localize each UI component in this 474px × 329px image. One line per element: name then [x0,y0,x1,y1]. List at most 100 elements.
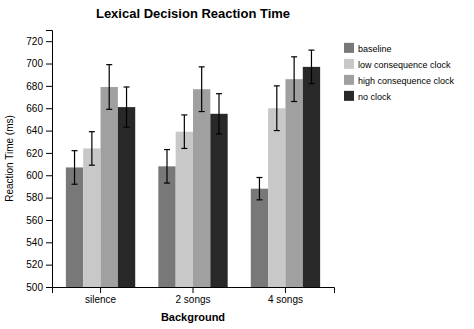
y-tick: 700 [26,58,52,69]
legend-label: no clock [358,92,392,102]
error-cap [164,149,170,150]
y-tick-label: 700 [26,58,43,69]
bar [158,166,175,287]
x-tick-mark [285,287,286,293]
y-tick-mark [46,265,52,266]
error-line [109,65,110,110]
error-cap [124,127,130,128]
error-cap [216,133,222,134]
bar [193,89,210,287]
error-cap [181,148,187,149]
legend: baseline low consequence clock high conseq… [344,43,455,102]
y-tick-mark [46,86,52,87]
y-tick: 600 [26,170,52,181]
error-bar [72,151,78,185]
y-tick: 680 [26,81,52,92]
y-axis-title: Reaction Time (ms) [4,115,15,202]
y-tick-mark [46,108,52,109]
y-tick-mark [46,220,52,221]
bar [118,107,135,287]
y-tick-mark [46,175,52,176]
series [101,57,303,287]
error-cap [291,101,297,102]
legend-item: high consequence clock [344,75,455,86]
error-bar [274,86,280,131]
y-tick-label: 600 [26,170,43,181]
x-tick-mark [193,287,194,293]
error-cap [106,109,112,110]
error-cap [199,111,205,112]
error-cap [308,83,314,84]
error-bar [89,132,95,166]
y-tick-label: 720 [26,36,43,47]
y-tick-mark [46,198,52,199]
y-tick-label: 680 [26,81,43,92]
y-tick: 640 [26,125,52,136]
y-tick-mark [46,41,52,42]
error-cap [72,184,78,185]
title: Lexical Decision Reaction Time [96,6,290,21]
y-tick-mark [46,131,52,132]
bar [251,189,268,287]
legend-swatch [344,75,354,85]
error-bar [216,94,222,134]
error-cap [216,93,222,94]
legend-label: baseline [358,44,392,54]
y-tick-label: 500 [26,282,43,293]
error-cap [274,130,280,131]
y-tick-mark [46,64,52,65]
y-tick: 540 [26,237,52,248]
error-line [276,86,277,131]
x-tick: 2 songs [175,287,210,305]
y-tick-mark [46,153,52,154]
error-bar [106,65,112,110]
x-axis-line [53,288,335,294]
series [118,50,320,287]
error-cap [308,50,314,51]
x-tick-label: 2 songs [175,294,210,305]
error-line [294,57,295,102]
x-axis: silence 2 songs 4 songs [53,287,335,305]
error-cap [274,85,280,86]
error-line [74,151,75,185]
error-line [311,50,312,84]
legend-swatch [344,91,354,101]
legend-label: low consequence clock [358,60,451,70]
y-tick-label: 520 [26,259,43,270]
error-bar [164,150,170,184]
y-tick-label: 640 [26,125,43,136]
error-bar [291,57,297,102]
series [83,86,285,287]
x-tick: 4 songs [268,287,303,305]
error-bar [199,67,205,112]
y-tick-label: 660 [26,103,43,114]
y-tick-label: 560 [26,215,43,226]
x-axis-title: Background [161,311,225,323]
error-bar [124,87,130,127]
y-axis: 500 520 540 560 580 600 620 640 660 680 700 720 [26,31,52,293]
y-axis-line [46,31,53,288]
error-line [166,150,167,184]
y-tick: 720 [26,36,52,47]
error-cap [181,114,187,115]
y-tick-label: 580 [26,192,43,203]
y-tick: 660 [26,103,52,114]
error-cap [89,165,95,166]
bar [66,167,83,287]
bar [176,132,193,287]
legend-item: no clock [344,91,392,102]
x-tick: silence [85,287,117,305]
y-tick: 580 [26,192,52,203]
error-cap [256,199,262,200]
error-cap [256,177,262,178]
bar [303,67,320,287]
error-bar [308,50,314,84]
error-cap [199,66,205,67]
y-tick: 560 [26,215,52,226]
x-tick-mark [100,287,101,293]
legend-item: baseline [344,43,392,54]
error-line [201,67,202,112]
bar [285,79,302,287]
y-tick-label: 620 [26,148,43,159]
error-line [91,132,92,166]
